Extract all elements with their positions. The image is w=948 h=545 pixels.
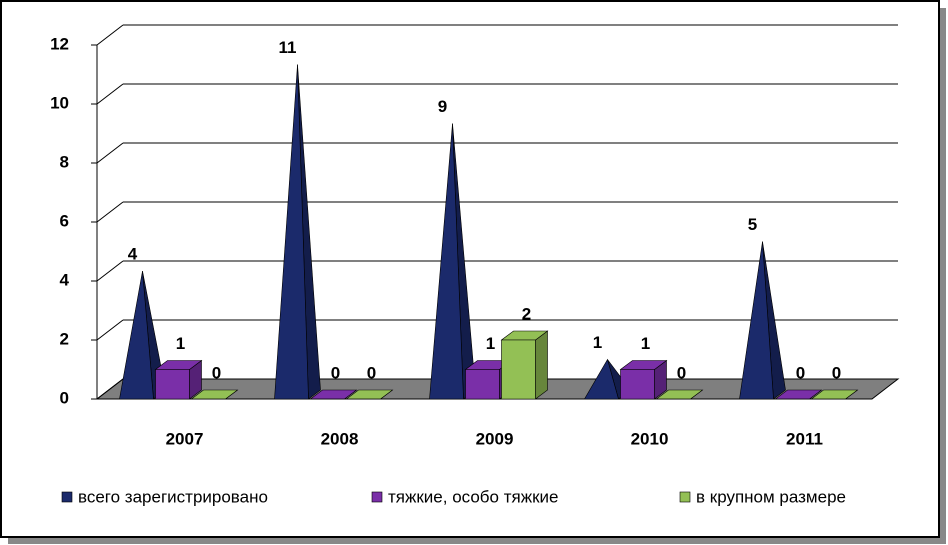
grid-line <box>96 83 124 105</box>
legend-swatch <box>679 491 691 503</box>
bar <box>774 389 823 400</box>
chart-frame <box>0 0 940 538</box>
y-tick-label: 10 <box>50 93 69 112</box>
data-label: 0 <box>796 363 805 382</box>
x-tick-label: 2009 <box>476 429 514 448</box>
grid-line <box>96 260 124 282</box>
bar-face <box>739 241 774 400</box>
y-tick-label: 4 <box>60 270 70 289</box>
data-label: 0 <box>212 363 221 382</box>
data-label: 5 <box>748 215 757 234</box>
bar-face <box>274 64 309 400</box>
bar <box>500 330 549 400</box>
data-label: 1 <box>486 334 495 353</box>
bar <box>739 241 786 400</box>
grid-line <box>96 201 124 223</box>
x-tick-label: 2008 <box>321 429 359 448</box>
legend-swatch <box>61 491 73 503</box>
data-label: 9 <box>438 97 447 116</box>
bar <box>810 389 859 400</box>
bar <box>190 389 239 400</box>
y-tick-label: 6 <box>60 211 69 230</box>
bar <box>429 123 476 400</box>
frame-shadow <box>940 8 946 543</box>
bar <box>655 389 704 400</box>
y-tick-label: 0 <box>60 388 69 407</box>
bar <box>274 64 321 400</box>
x-tick-label: 2007 <box>166 429 204 448</box>
grid-line <box>96 142 124 164</box>
y-tick-label: 12 <box>50 34 69 53</box>
data-label: 0 <box>331 363 340 382</box>
bar <box>309 389 358 400</box>
bar-face <box>620 369 655 400</box>
legend-label: всего зарегистрировано <box>78 487 268 506</box>
data-label: 0 <box>367 363 376 382</box>
bar-face <box>535 330 548 400</box>
data-label: 2 <box>522 304 531 323</box>
data-label: 1 <box>593 333 602 352</box>
frame-shadow <box>8 538 946 544</box>
x-tick-label: 2011 <box>786 429 823 448</box>
data-label: 0 <box>677 363 686 382</box>
bar-face <box>119 270 154 400</box>
bar <box>154 359 203 400</box>
bar-face <box>583 358 619 400</box>
data-label: 4 <box>128 244 138 263</box>
data-label: 11 <box>279 38 297 57</box>
y-tick-label: 8 <box>60 152 69 171</box>
data-label: 1 <box>641 334 650 353</box>
grid-line <box>96 378 124 400</box>
legend-label: тяжкие, особо тяжкие <box>388 487 558 506</box>
bar-face <box>465 369 500 400</box>
legend-label: в крупном размере <box>696 487 846 506</box>
bar <box>345 389 394 400</box>
legend-swatch <box>371 491 383 503</box>
grid-line <box>96 319 124 341</box>
data-label: 0 <box>832 363 841 382</box>
bar <box>619 359 668 400</box>
bar-face <box>429 123 464 400</box>
grid-line <box>96 24 124 46</box>
data-label: 1 <box>176 334 185 353</box>
bar-face <box>155 369 190 400</box>
y-tick-label: 2 <box>60 329 69 348</box>
x-tick-label: 2010 <box>631 429 669 448</box>
bar-face <box>501 339 536 400</box>
